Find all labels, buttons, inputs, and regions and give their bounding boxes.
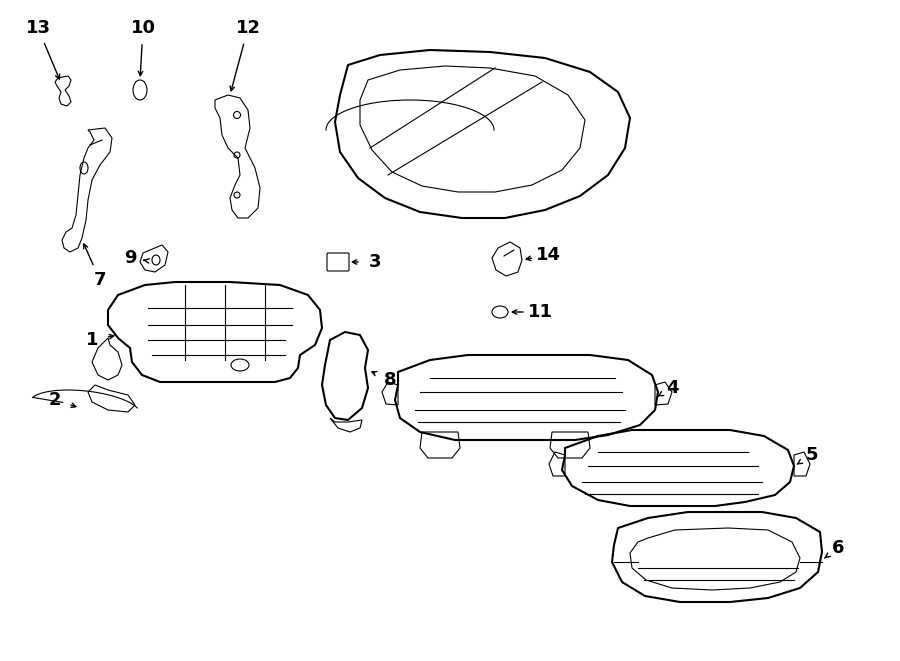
Text: 10: 10: [130, 19, 156, 37]
Text: 12: 12: [236, 19, 260, 37]
Text: 6: 6: [832, 539, 844, 557]
Text: 4: 4: [666, 379, 679, 397]
Text: 9: 9: [124, 249, 136, 267]
Text: 3: 3: [369, 253, 382, 271]
Text: 7: 7: [94, 271, 106, 289]
Text: 1: 1: [86, 331, 98, 349]
Text: 8: 8: [383, 371, 396, 389]
Text: 14: 14: [536, 246, 561, 264]
Text: 2: 2: [49, 391, 61, 409]
Text: 11: 11: [527, 303, 553, 321]
Text: 13: 13: [25, 19, 50, 37]
Text: 5: 5: [806, 446, 818, 464]
